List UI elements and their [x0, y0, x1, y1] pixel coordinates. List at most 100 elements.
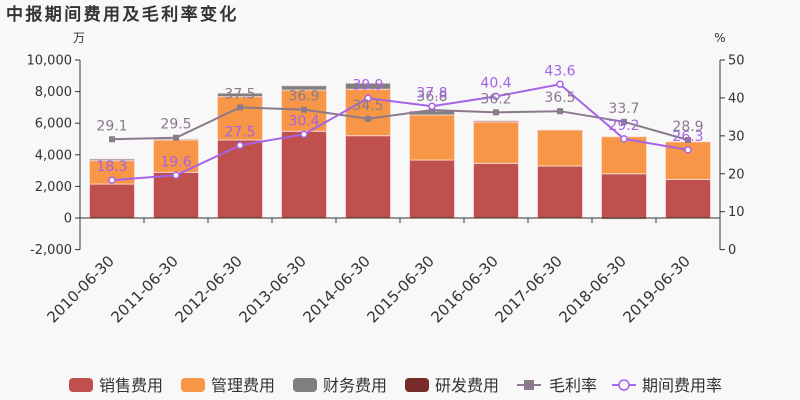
left-axis-tick-label: 6,000: [35, 117, 72, 132]
bar-series-1-2012-06-30[interactable]: [217, 96, 263, 141]
point-series-4-2013-06-30[interactable]: [301, 106, 307, 113]
point-series-4-2010-06-30[interactable]: [109, 136, 115, 143]
bar-series-0-2019-06-30[interactable]: [665, 178, 711, 219]
line-series-5: [111, 83, 689, 182]
bar-series-0-2017-06-30[interactable]: [537, 165, 583, 219]
line-series-4: [111, 106, 689, 141]
legend-item-expense-rate[interactable]: 期间费用率: [612, 376, 722, 395]
legend-label-gross-margin: 毛利率: [549, 376, 597, 395]
right-axis-tick-label: 20: [728, 167, 745, 182]
bar-series-0-2015-06-30[interactable]: [409, 159, 455, 219]
x-axis-tick-label: 2012-06-30: [171, 252, 245, 326]
point-series-5-2017-06-30[interactable]: [556, 80, 564, 89]
bar-series-0-2016-06-30[interactable]: [473, 162, 519, 219]
point-series-5-2014-06-30[interactable]: [364, 94, 372, 103]
legend-label-expense-rate: 期间费用率: [642, 376, 722, 395]
point-series-4-2012-06-30[interactable]: [237, 104, 243, 111]
right-axis-tick-label: 30: [728, 129, 745, 144]
x-axis-tick-label: 2019-06-30: [619, 252, 693, 326]
point-series-4-2014-06-30[interactable]: [365, 115, 371, 122]
legend-item-sales-expense[interactable]: 销售费用: [69, 376, 163, 395]
point-series-4-2011-06-30[interactable]: [173, 134, 179, 141]
bar-series-2-2013-06-30[interactable]: [281, 85, 327, 91]
data-label-series-5-2019-06-30: 26.3: [672, 129, 703, 145]
x-axis-tick-label: 2011-06-30: [107, 252, 181, 326]
legend-label-sales-expense: 销售费用: [99, 376, 163, 395]
legend-swatch-sales-expense: [69, 378, 93, 392]
left-axis-tick-label: -2,000: [30, 243, 72, 258]
right-axis-tick-label: 10: [728, 205, 745, 220]
left-axis: 10,000 8,000 6,000 4,000 2,000 0 -2,000: [27, 54, 81, 258]
left-axis-tick-label: 2,000: [35, 180, 72, 195]
legend: 销售费用 管理费用 财务费用 研发费用 毛利率 期间费用率: [69, 376, 722, 395]
data-label-series-5-2014-06-30: 39.9: [352, 77, 383, 93]
hollow-circle-marker-icon: [618, 379, 630, 391]
bar-series-1-2016-06-30[interactable]: [473, 121, 519, 164]
legend-swatch-finance-expense: [293, 378, 317, 392]
data-label-series-5-2013-06-30: 30.4: [288, 113, 319, 129]
bar-series-1-2011-06-30[interactable]: [153, 139, 199, 173]
data-label-series-5-2011-06-30: 19.6: [160, 154, 191, 170]
x-axis-tick-label: 2015-06-30: [363, 252, 437, 326]
bar-series-1-2017-06-30[interactable]: [537, 129, 583, 167]
point-series-4-2018-06-30[interactable]: [621, 118, 627, 125]
data-label-series-5-2010-06-30: 18.3: [96, 159, 127, 175]
legend-swatch-admin-expense: [181, 378, 205, 392]
point-series-5-2018-06-30[interactable]: [620, 135, 628, 143]
legend-label-finance-expense: 财务费用: [323, 376, 387, 395]
x-axis: 2010-06-302011-06-302012-06-302013-06-30…: [43, 217, 721, 326]
bar-series-0-2011-06-30[interactable]: [153, 171, 199, 219]
data-label-layer: 29.1 29.5 37.5 36.9 34.5 36.8 36.2 36.5 33.7 28.9…: [96, 63, 703, 175]
bar-series-0-2014-06-30[interactable]: [345, 135, 391, 219]
data-label-series-4-2012-06-30: 37.5: [224, 86, 255, 102]
chart-title: 中报期间费用及毛利率变化: [6, 4, 239, 25]
legend-item-gross-margin[interactable]: 毛利率: [517, 376, 597, 395]
left-axis-tick-label: 10,000: [27, 54, 73, 69]
legend-swatch-rd-expense: [405, 378, 429, 392]
data-label-series-5-2018-06-30: 29.2: [608, 118, 639, 134]
left-axis-unit: 万: [73, 31, 85, 45]
data-label-series-4-2010-06-30: 29.1: [96, 118, 127, 134]
legend-item-admin-expense[interactable]: 管理费用: [181, 376, 275, 395]
bar-series-0-2018-06-30[interactable]: [601, 173, 647, 219]
bar-series-2-2014-06-30[interactable]: [345, 82, 391, 90]
point-series-4-2019-06-30[interactable]: [685, 137, 691, 144]
bar-series-0-2010-06-30[interactable]: [89, 183, 135, 219]
right-axis-tick-label: 40: [728, 91, 745, 106]
bar-series-1-2015-06-30[interactable]: [409, 114, 455, 161]
bar-series-2-2016-06-30[interactable]: [473, 120, 519, 123]
point-series-4-2017-06-30[interactable]: [557, 108, 563, 115]
right-axis-unit: %: [714, 31, 725, 45]
legend-item-finance-expense[interactable]: 财务费用: [293, 376, 387, 395]
right-axis-tick-label: 50: [728, 54, 745, 69]
data-label-series-5-2012-06-30: 27.5: [224, 124, 255, 140]
data-label-series-4-2017-06-30: 36.5: [544, 90, 575, 106]
point-series-5-2016-06-30[interactable]: [492, 92, 500, 101]
bar-series-2-2010-06-30[interactable]: [89, 158, 135, 162]
point-series-4-2016-06-30[interactable]: [493, 109, 499, 116]
data-label-series-4-2018-06-30: 33.7: [608, 101, 639, 117]
data-label-series-5-2016-06-30: 40.4: [480, 75, 511, 91]
point-series-5-2015-06-30[interactable]: [428, 102, 436, 111]
right-axis-tick-label: 0: [728, 243, 736, 258]
right-axis: 50 40 30 20 10 0: [719, 54, 745, 258]
left-axis-tick-label: 4,000: [35, 148, 72, 163]
point-series-5-2010-06-30[interactable]: [108, 176, 116, 184]
line-layer: [108, 80, 692, 184]
point-series-5-2012-06-30[interactable]: [236, 141, 244, 150]
data-label-series-4-2016-06-30: 36.2: [480, 91, 511, 107]
bar-series-2-2012-06-30[interactable]: [217, 92, 263, 98]
legend-item-rd-expense[interactable]: 研发费用: [405, 376, 499, 395]
point-series-4-2015-06-30[interactable]: [429, 107, 435, 114]
bar-series-0-2013-06-30[interactable]: [281, 130, 327, 219]
x-axis-tick-label: 2016-06-30: [427, 252, 501, 326]
legend-label-admin-expense: 管理费用: [211, 376, 275, 395]
data-label-series-4-2014-06-30: 34.5: [352, 98, 383, 114]
point-series-5-2013-06-30[interactable]: [300, 130, 308, 139]
point-series-5-2019-06-30[interactable]: [684, 146, 692, 154]
data-label-series-5-2015-06-30: 37.8: [416, 85, 447, 101]
x-axis-tick-label: 2018-06-30: [555, 252, 629, 326]
legend-label-rd-expense: 研发费用: [435, 376, 499, 395]
point-series-5-2011-06-30[interactable]: [172, 171, 180, 180]
